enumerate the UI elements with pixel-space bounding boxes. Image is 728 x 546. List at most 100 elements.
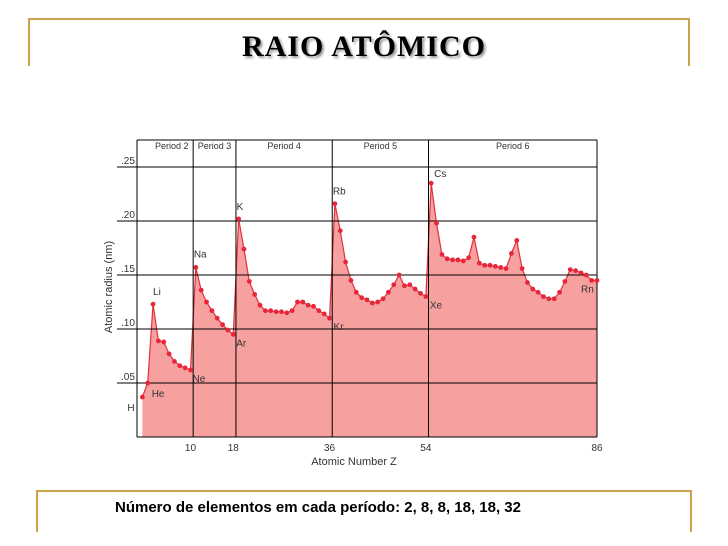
- data-point: [332, 201, 338, 207]
- element-label: Xe: [430, 301, 443, 312]
- x-tick-label: 18: [228, 443, 240, 454]
- period-label-layer: Period 2 Period 3 Period 4 Period 5 Period 6: [155, 141, 530, 151]
- frame-top-line: [28, 18, 688, 20]
- data-point: [139, 394, 145, 400]
- data-point: [241, 246, 247, 252]
- frame-bottom-right-line: [690, 490, 692, 532]
- element-label: Cs: [434, 169, 446, 180]
- data-point: [182, 365, 188, 371]
- data-point: [193, 265, 199, 270]
- data-point: [172, 359, 177, 364]
- data-point: [476, 260, 482, 266]
- area-fill: [142, 183, 598, 437]
- data-point: [284, 310, 290, 316]
- data-point: [369, 300, 375, 306]
- data-point: [305, 302, 311, 308]
- data-point: [503, 266, 509, 271]
- frame-bottom-left-line: [36, 490, 38, 532]
- data-point: [402, 283, 407, 289]
- data-point: [385, 289, 391, 295]
- data-point: [177, 363, 183, 369]
- data-point: [262, 308, 268, 314]
- data-point: [423, 294, 429, 299]
- data-point: [498, 265, 504, 270]
- element-label: Kr: [334, 322, 345, 333]
- slide-title: RAIO ATÔMICO: [242, 30, 486, 63]
- frame-top-right-line: [688, 18, 690, 66]
- data-point: [509, 251, 514, 256]
- marker-layer: [139, 180, 600, 400]
- data-point: [214, 315, 220, 321]
- period-label: Period 5: [364, 141, 398, 151]
- element-label: Rn: [581, 284, 594, 295]
- data-point: [578, 270, 584, 276]
- data-point: [166, 351, 172, 357]
- data-point: [343, 259, 349, 265]
- period-label: Period 6: [496, 141, 530, 151]
- data-point: [557, 289, 562, 295]
- y-tick-label: .20: [121, 210, 135, 221]
- data-point: [375, 299, 381, 305]
- data-point: [391, 282, 397, 288]
- frame-bottom-line: [36, 490, 692, 492]
- data-point: [145, 380, 151, 386]
- x-tick-label: 36: [324, 443, 336, 454]
- data-point: [487, 262, 493, 268]
- data-point: [353, 289, 359, 295]
- data-point: [525, 280, 530, 285]
- data-point: [407, 282, 413, 288]
- data-point: [380, 296, 386, 302]
- data-point: [348, 278, 354, 283]
- data-point: [514, 238, 520, 243]
- x-tick-label: 54: [420, 443, 432, 454]
- data-point: [428, 180, 434, 186]
- frame-top-left-line: [28, 18, 30, 66]
- data-point: [364, 297, 370, 303]
- grid-layer: [117, 139, 598, 438]
- data-point: [209, 308, 215, 314]
- element-label: Ne: [192, 374, 205, 385]
- element-label: K: [237, 202, 244, 213]
- data-point: [161, 339, 167, 345]
- data-point: [482, 262, 488, 268]
- data-point: [257, 302, 263, 308]
- data-point: [300, 299, 306, 305]
- data-point: [412, 286, 418, 292]
- data-point: [273, 309, 279, 315]
- data-point: [589, 278, 595, 283]
- data-point: [236, 216, 242, 222]
- period-label: Period 4: [267, 141, 301, 151]
- x-axis-label: Atomic Number Z: [311, 456, 397, 468]
- data-point: [546, 296, 552, 302]
- data-point: [279, 309, 284, 315]
- data-point: [434, 220, 439, 226]
- data-point: [337, 228, 343, 234]
- y-axis-label: Atomic radius (nm): [103, 241, 115, 333]
- data-point: [519, 266, 525, 271]
- area-fill-layer: [142, 183, 598, 437]
- data-point: [444, 256, 450, 262]
- data-point: [316, 308, 322, 314]
- data-point: [450, 257, 455, 263]
- data-point: [573, 268, 579, 274]
- data-point: [268, 308, 274, 314]
- data-point: [594, 278, 600, 283]
- data-point: [466, 255, 472, 261]
- data-point: [155, 338, 161, 344]
- data-point: [455, 257, 461, 263]
- data-point: [418, 290, 423, 296]
- y-tick-label: .05: [121, 372, 135, 383]
- data-point: [471, 234, 477, 240]
- data-point: [198, 287, 204, 293]
- data-point: [535, 289, 541, 295]
- data-point: [567, 267, 573, 272]
- data-point: [327, 315, 332, 321]
- data-point: [188, 367, 193, 373]
- y-tick-label: .25: [121, 156, 135, 167]
- data-point: [492, 263, 498, 269]
- data-point: [439, 252, 445, 257]
- annotation-layer: H He Li Ne Na Ar K Kr Rb Xe Cs Rn: [127, 169, 593, 414]
- data-point: [321, 311, 327, 317]
- period-label: Period 3: [198, 141, 232, 151]
- data-point: [551, 296, 557, 302]
